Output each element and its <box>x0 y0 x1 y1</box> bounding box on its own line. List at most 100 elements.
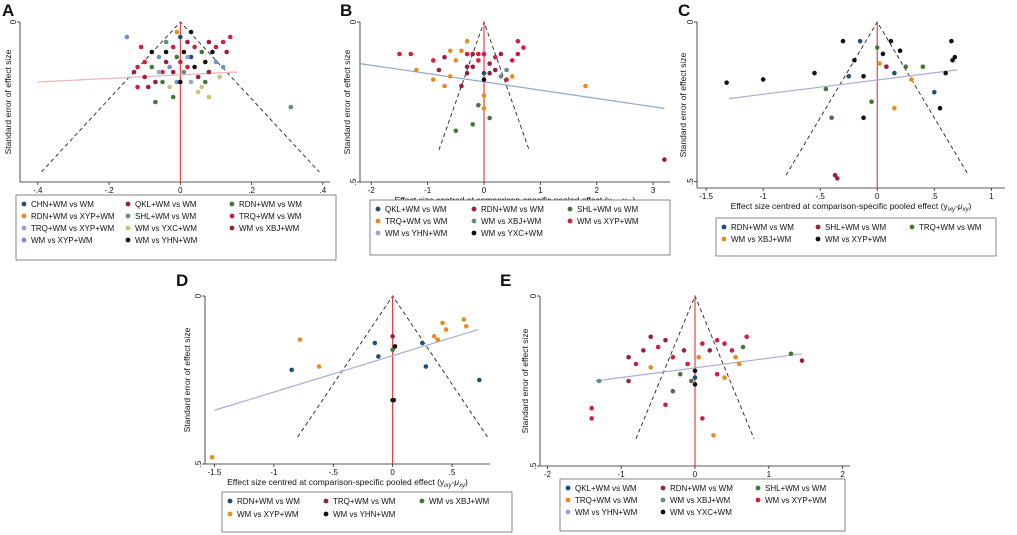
data-point <box>142 74 148 80</box>
legend-label: SHL+WM vs WM <box>135 212 196 221</box>
data-point <box>884 64 889 69</box>
data-point <box>670 388 676 394</box>
legend-label: TRQ+WM vs WM <box>575 496 638 505</box>
data-point <box>952 54 958 60</box>
data-point <box>174 79 180 85</box>
data-point <box>481 70 487 76</box>
data-point <box>288 104 294 110</box>
data-point <box>487 70 492 76</box>
x-axis-title-part: ixy <box>444 483 452 489</box>
data-point <box>481 51 487 57</box>
data-point <box>181 49 187 55</box>
data-point <box>174 29 180 35</box>
data-point <box>372 340 378 346</box>
legend-marker <box>227 498 233 504</box>
y-axis-title: Standard error of effect size <box>182 327 192 432</box>
data-point <box>943 70 948 76</box>
data-point <box>453 58 459 63</box>
data-point <box>714 371 720 377</box>
y-tick-label: 0 <box>349 19 358 24</box>
data-point <box>199 84 205 90</box>
data-point <box>131 69 137 75</box>
data-point <box>521 45 526 50</box>
data-point <box>178 79 183 85</box>
legend-label: WM vs XBJ+WM <box>429 497 490 506</box>
data-point <box>689 378 694 384</box>
data-point <box>696 354 701 360</box>
legend-marker <box>229 201 235 207</box>
data-point <box>504 67 509 73</box>
data-point <box>852 58 857 63</box>
legend-marker <box>471 218 477 224</box>
data-point <box>124 34 130 40</box>
data-point <box>224 49 229 55</box>
data-point <box>391 397 397 403</box>
data-point <box>170 94 176 100</box>
data-point <box>515 38 521 44</box>
x-axis-title-part: Effect size centred at comparison-specif… <box>227 477 445 487</box>
data-point <box>145 84 151 90</box>
data-point <box>459 48 464 54</box>
data-point <box>481 93 487 98</box>
data-point <box>464 51 470 57</box>
x-axis-title-part: -μ <box>452 477 460 487</box>
data-point <box>206 69 212 75</box>
data-point <box>188 29 194 35</box>
data-point <box>153 79 158 85</box>
data-point <box>436 67 442 73</box>
legend-label: TRQ+WM vs WM <box>385 217 448 226</box>
legend-box <box>715 217 997 257</box>
data-point <box>153 99 158 105</box>
legend-label: RDN+WM vs WM <box>670 484 733 493</box>
panel-letter: B <box>340 1 352 20</box>
x-tick-label: 0 <box>178 186 183 195</box>
legend-label: WM vs YHN+WM <box>575 508 638 517</box>
data-point <box>892 105 897 111</box>
data-point <box>142 59 148 65</box>
legend-label: WM vs YHN+WM <box>333 510 396 519</box>
data-point <box>470 64 476 70</box>
legend-label: TRQ+WM vs WM <box>919 223 982 232</box>
legend-label: WM vs XYP+WM <box>765 496 827 505</box>
data-point <box>431 334 437 339</box>
legend-label: WM vs XBJ+WM <box>670 496 731 505</box>
data-point <box>149 64 155 70</box>
data-point <box>909 77 914 82</box>
legend-marker <box>125 225 131 231</box>
legend-marker <box>567 218 573 224</box>
x-tick-label: -1 <box>270 468 278 477</box>
x-tick-label: -1.5 <box>208 468 222 477</box>
panel-A: A -.4 -.2 0 .2 .4 0 Standard error of effect si… <box>2 1 337 261</box>
x-tick-label: 0 <box>693 470 698 479</box>
x-tick-label: 0 <box>482 186 487 195</box>
x-axis-title-part: xy <box>458 483 466 489</box>
y-tick-label: 0 <box>9 19 18 24</box>
data-point <box>498 51 504 57</box>
legend-label: WM vs XYP+WM <box>237 510 299 519</box>
data-point <box>729 348 735 353</box>
data-point <box>648 334 654 340</box>
data-point <box>481 77 487 82</box>
x-axis-title-part: -μ <box>955 201 963 211</box>
data-point <box>390 334 395 339</box>
data-point <box>685 361 690 367</box>
legend-marker <box>567 206 573 212</box>
data-point <box>213 44 219 50</box>
data-point <box>487 115 492 121</box>
data-point <box>135 64 140 70</box>
data-point <box>692 368 698 374</box>
legend-label: WM vs YHN+WM <box>385 229 448 238</box>
x-axis-title: Effect size centred at comparison-specif… <box>731 201 972 213</box>
legend-marker <box>909 224 915 230</box>
legend-label: WM vs XBJ+WM <box>481 217 542 226</box>
data-point <box>504 77 509 82</box>
panel-letter: D <box>176 271 188 290</box>
data-point <box>903 64 909 69</box>
data-point <box>736 361 742 367</box>
data-point <box>823 86 829 92</box>
legend-box <box>369 199 671 256</box>
x-tick-label: 3 <box>651 186 656 195</box>
legend-label: WM vs XBJ+WM <box>731 235 792 244</box>
data-point <box>185 39 190 45</box>
